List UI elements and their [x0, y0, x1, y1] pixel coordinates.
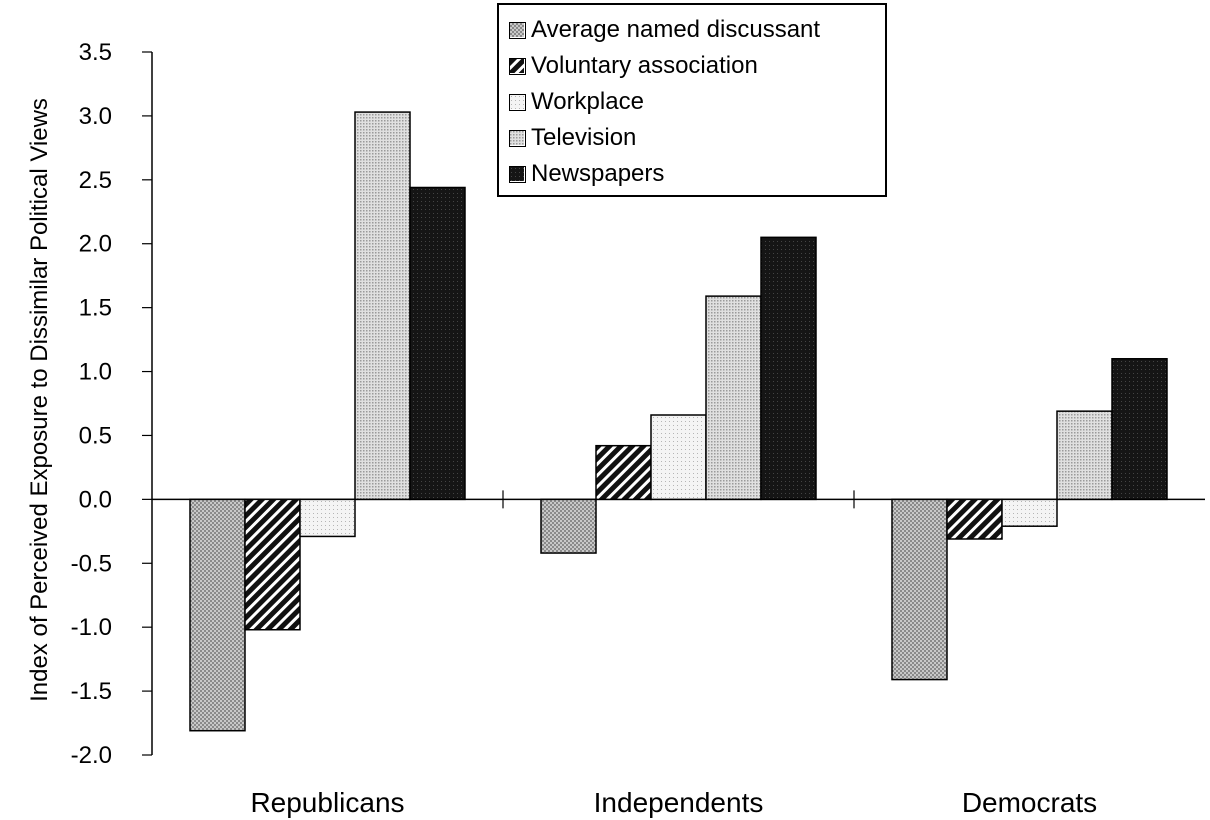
labels: -2.0 -1.5 -1.0 -0.5 0.0 0.5 1.0 1.5 2.0 2.5 3.0 3.5… [71, 39, 1098, 818]
y-tick-label: 1.0 [79, 359, 112, 386]
y-tick-label: -0.5 [71, 550, 112, 577]
legend-swatch-fill [510, 166, 524, 181]
y-tick-label: 2.5 [79, 167, 112, 194]
bar-television [705, 295, 762, 501]
bar-workplace [650, 414, 707, 501]
bar-voluntary-association [244, 498, 301, 631]
legend: Average named discussant Voluntary assoc… [497, 3, 887, 197]
y-tick-label: -1.5 [71, 678, 112, 705]
legend-item: Voluntary association [509, 49, 758, 83]
bar-newspapers [760, 236, 817, 501]
bar-workplace [299, 498, 356, 538]
y-tick-label: 2.0 [79, 231, 112, 258]
bar-workplace [1001, 498, 1058, 527]
legend-label: Average named discussant [531, 16, 821, 43]
legend-swatch-voluntary-association [509, 57, 526, 75]
y-tick-label: -2.0 [71, 742, 112, 769]
bar-newspapers [1111, 358, 1168, 501]
legend-swatch-fill [510, 130, 524, 145]
bars [189, 111, 1168, 732]
bar-average-named-discussant [189, 498, 246, 732]
y-tick-label: 3.5 [79, 39, 112, 66]
legend-swatch-fill [510, 22, 524, 37]
legend-swatch-average-named-discussant [509, 21, 526, 39]
y-tick-label: -1.0 [71, 614, 112, 641]
y-tick-label: 0.5 [79, 422, 112, 449]
legend-item: Television [509, 121, 636, 155]
bar-average-named-discussant [540, 498, 597, 554]
bar-voluntary-association [595, 444, 652, 501]
bar-newspapers [409, 186, 466, 501]
y-tick-label: 3.0 [79, 103, 112, 130]
bar-television [1056, 410, 1113, 501]
y-tick-label: 0.0 [79, 486, 112, 513]
legend-swatch-workplace [509, 93, 526, 111]
legend-swatch-newspapers [509, 165, 526, 183]
x-tick-label: Independents [594, 787, 764, 818]
x-tick-label: Republicans [250, 787, 404, 818]
bar-television [354, 111, 411, 501]
legend-item: Newspapers [509, 157, 664, 191]
legend-label: Voluntary association [531, 52, 758, 79]
legend-label: Workplace [531, 88, 644, 115]
bar-voluntary-association [946, 498, 1003, 540]
y-axis-label: Index of Perceived Exposure to Dissimila… [26, 98, 53, 702]
legend-swatch-television [509, 129, 526, 147]
legend-swatch-fill [510, 58, 524, 73]
legend-label: Newspapers [531, 160, 665, 187]
legend-swatch-fill [510, 94, 524, 109]
legend-item: Average named discussant [509, 13, 820, 47]
y-tick-label: 1.5 [79, 295, 112, 322]
legend-item: Workplace [509, 85, 644, 119]
x-tick-label: Democrats [962, 787, 1097, 818]
legend-label: Television [531, 124, 637, 151]
bar-average-named-discussant [891, 498, 948, 681]
